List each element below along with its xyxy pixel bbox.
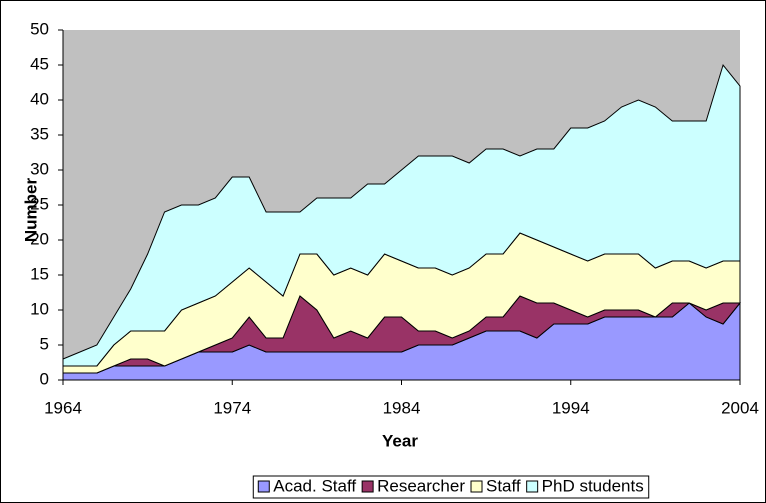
y-tick-label: 10	[30, 299, 49, 318]
y-tick-label: 30	[30, 159, 49, 178]
y-tick-label: 0	[40, 369, 49, 388]
x-tick-label: 1974	[213, 398, 251, 417]
x-tick-label: 1964	[44, 398, 82, 417]
y-tick-label: 40	[30, 89, 49, 108]
x-tick-label: 2004	[721, 398, 759, 417]
x-tick-label: 1994	[552, 398, 590, 417]
x-axis-title: Year	[382, 431, 418, 450]
legend-label: Researcher	[377, 476, 465, 495]
legend-label: Staff	[486, 476, 521, 495]
legend-label: Acad. Staff	[273, 476, 356, 495]
legend-swatch	[526, 480, 539, 493]
y-tick-label: 25	[30, 194, 49, 213]
y-tick-label: 45	[30, 54, 49, 73]
legend-swatch	[361, 480, 374, 493]
legend-swatch	[257, 480, 270, 493]
x-tick-label: 1984	[383, 398, 421, 417]
legend-box	[252, 475, 650, 499]
y-tick-label: 35	[30, 124, 49, 143]
legend-label: PhD students	[542, 476, 644, 495]
area	[62, 63, 741, 367]
legend-swatch	[470, 480, 483, 493]
y-tick-label: 5	[40, 334, 49, 353]
y-tick-label: 20	[30, 229, 49, 248]
y-axis-title: Number	[21, 178, 40, 243]
y-tick-label: 15	[30, 264, 49, 283]
y-tick-label: 50	[30, 19, 49, 38]
